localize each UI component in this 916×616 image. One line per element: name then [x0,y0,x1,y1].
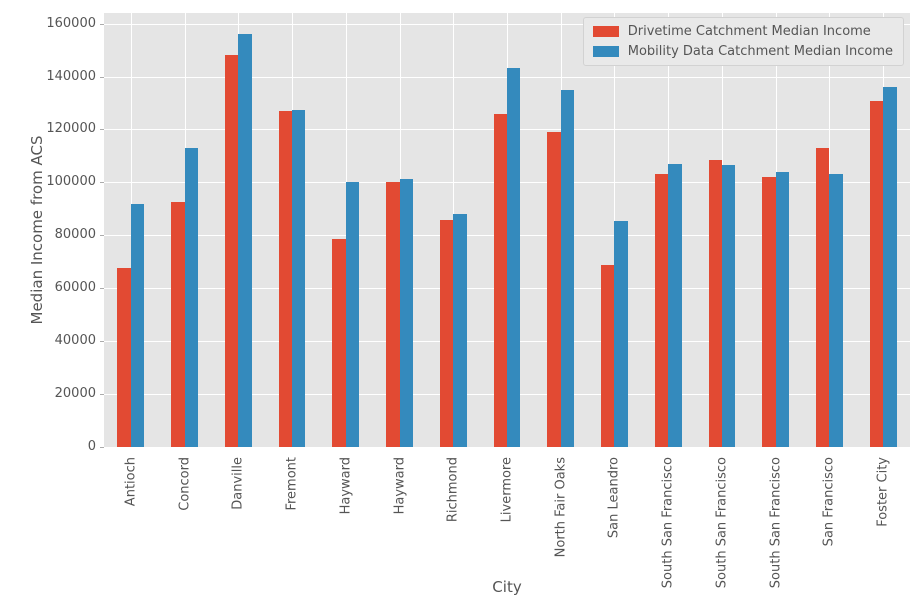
y-tick-label: 0 [87,439,96,454]
legend-label-mobility: Mobility Data Catchment Median Income [627,44,893,59]
drivetime-bar [708,160,722,447]
y-tick-label: 20000 [54,386,96,402]
bar-group-antioch [104,13,158,447]
mobility-bar [507,67,521,447]
drivetime-bar [278,111,293,447]
x-tick-label: South San Francisco [660,457,676,589]
bar-group-foster-city [856,13,910,447]
bar-group-south-san-francisco [695,13,749,447]
y-tick-label: 160000 [46,15,96,31]
bar-group-fremont [265,13,319,447]
mobility-bar [829,173,843,447]
y-tick-mark [100,235,104,237]
mobility-bar [399,179,413,447]
drivetime-bar [224,54,239,447]
x-tick-label: South San Francisco [714,457,730,589]
bar-group-south-san-francisco [641,13,695,447]
x-axis-tick-labels: Antioch Concord Danville Fremont Hayward Hayw… [104,457,910,589]
x-tick-label: Antioch [123,457,139,507]
drivetime-bar [547,131,561,447]
drivetime-bar [601,264,615,447]
drivetime-bar [493,113,507,447]
drivetime-bar [762,176,776,447]
drivetime-bar [869,101,884,447]
drivetime-bar [332,239,346,447]
x-tick-label: San Leandro [606,457,622,539]
plot-area: Drivetime Catchment Median Income Mobili… [104,13,910,447]
y-tick-label: 120000 [46,121,96,137]
mobility-bar [883,86,897,447]
x-tick-label: San Francisco [821,457,837,547]
x-tick-label: Concord [177,457,193,511]
x-tick-label: South San Francisco [768,457,784,589]
y-tick-mark [100,182,104,184]
mobility-bar [345,182,360,447]
bar-group-hayward [319,13,373,447]
x-tick-label: Hayward [338,457,354,515]
mobility-bar [130,204,145,447]
y-tick-label: 80000 [54,227,96,243]
x-tick-label: Hayward [392,457,408,515]
mobility-bar [775,172,790,447]
bar-group-san-leandro [588,13,642,447]
legend-swatch-mobility [592,46,619,57]
mobility-bar [560,90,575,447]
y-tick-mark [100,447,104,448]
drivetime-bar [439,219,454,447]
legend-label-drivetime: Drivetime Catchment Median Income [627,24,871,39]
y-tick-label: 40000 [54,333,96,349]
bar-group-livermore [480,13,534,447]
bar-group-south-san-francisco [749,13,803,447]
mobility-bar [184,148,199,447]
y-tick-label: 60000 [54,280,96,296]
mobility-bar [292,109,306,447]
bars-layer [104,13,910,447]
y-tick-mark [100,288,104,290]
drivetime-bar [171,202,185,447]
drivetime-bar [386,182,400,447]
legend-entry-drivetime: Drivetime Catchment Median Income [592,24,893,39]
mobility-bar [721,165,736,447]
bar-group-concord [158,13,212,447]
bar-group-hayward [373,13,427,447]
x-tick-label: North Fair Oaks [553,457,569,558]
mobility-bar [614,221,628,447]
y-tick-label: 140000 [46,68,96,84]
y-tick-mark [100,394,104,396]
legend-entry-mobility: Mobility Data Catchment Median Income [592,44,893,59]
x-tick-label: Danville [230,457,246,510]
mobility-bar [453,213,467,447]
drivetime-bar [654,174,669,447]
legend: Drivetime Catchment Median Income Mobili… [582,17,904,66]
mobility-bar [668,163,682,447]
y-tick-mark [100,23,104,25]
mobility-bar [238,33,252,447]
bar-group-richmond [426,13,480,447]
bar-group-north-fair-oaks [534,13,588,447]
x-tick-label: Richmond [445,457,461,523]
x-tick-label: Livermore [499,457,515,523]
y-tick-mark [100,76,104,78]
bar-group-san-francisco [803,13,857,447]
bar-group-danville [211,13,265,447]
x-axis-label: City [492,578,522,596]
drivetime-bar [815,147,830,447]
y-tick-mark [100,129,104,131]
legend-swatch-drivetime [592,26,619,37]
x-tick-label: Fremont [284,457,300,511]
drivetime-bar [117,268,131,447]
y-tick-mark [100,341,104,343]
y-tick-label: 100000 [46,174,96,190]
x-tick-label: Foster City [875,457,891,527]
